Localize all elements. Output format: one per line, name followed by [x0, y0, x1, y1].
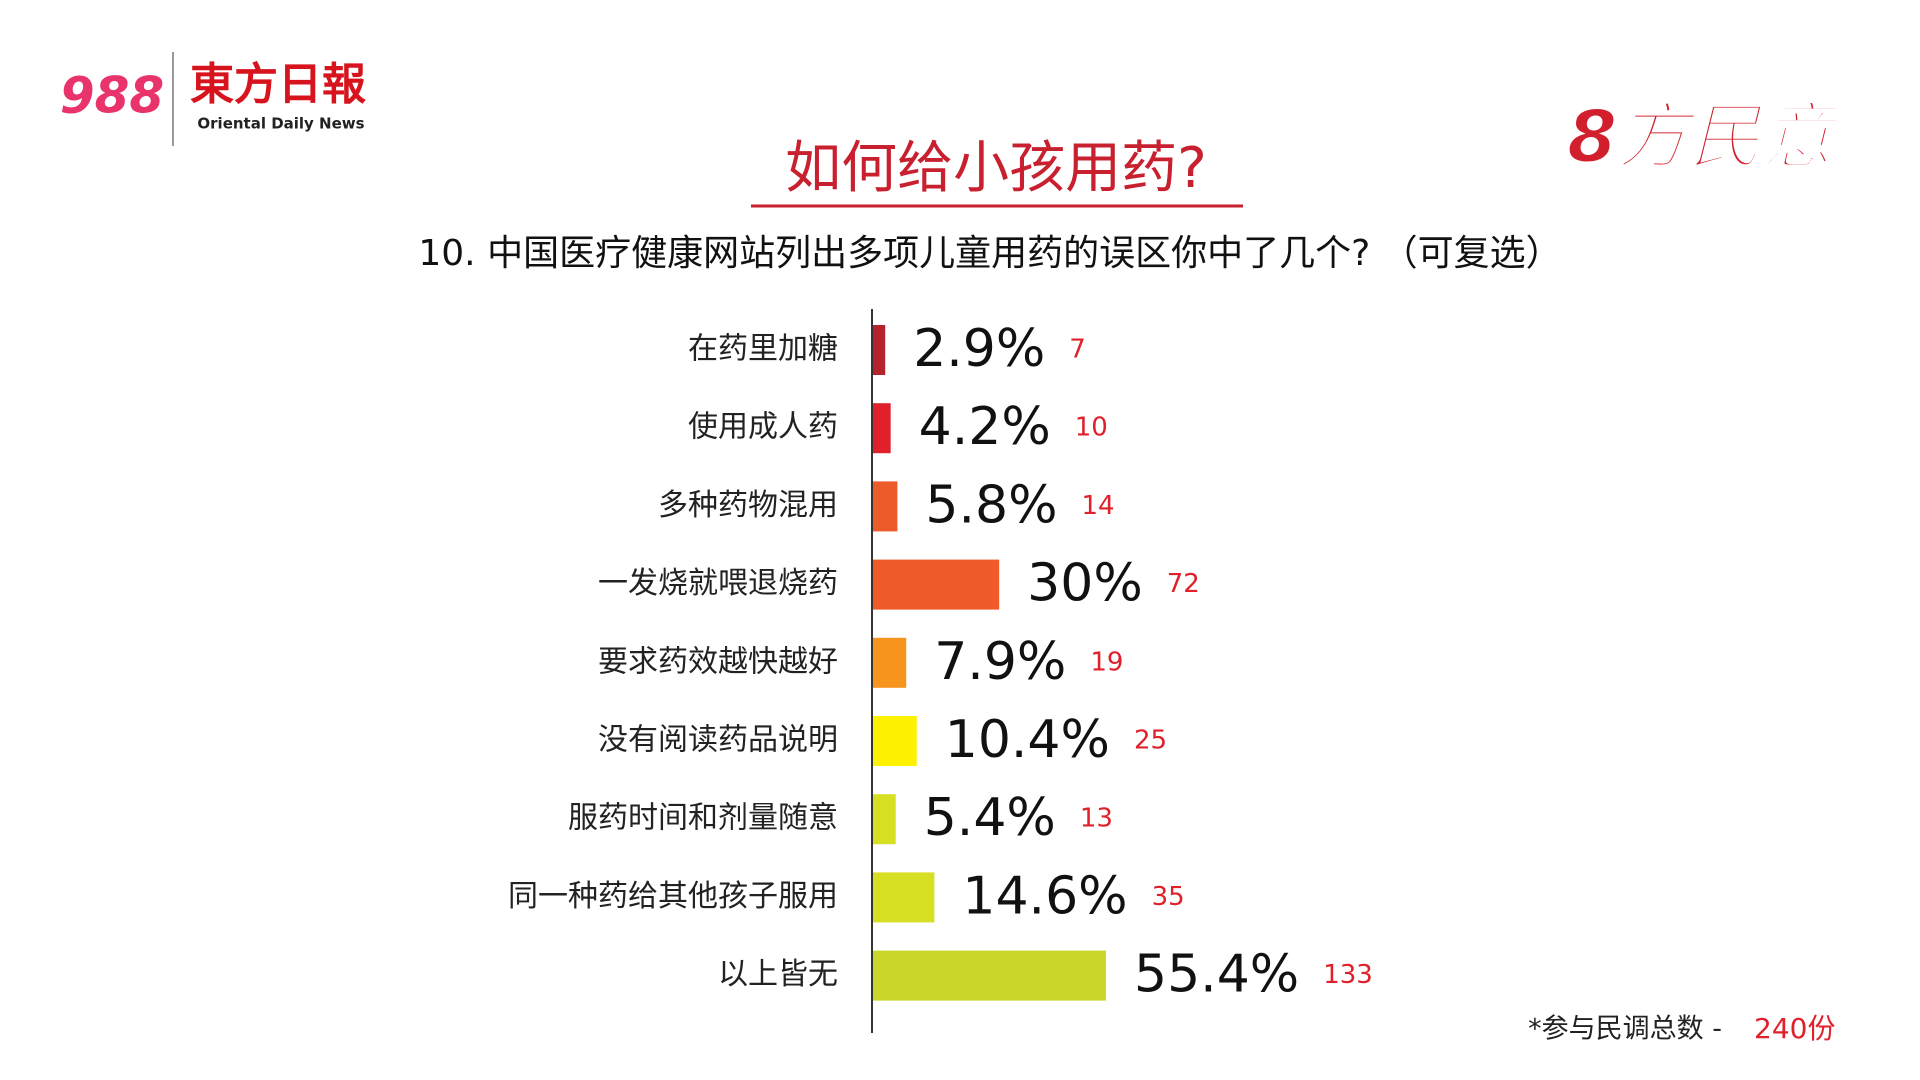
- category-label: 多种药物混用: [658, 488, 838, 523]
- brand-number: 988: [60, 67, 164, 125]
- badge: 8方民意: [1567, 95, 1841, 179]
- bar: [873, 950, 1106, 1001]
- chart-subtitle: 10. 中国医疗健康网站列出多项儿童用药的误区你中了几个? （可复选）: [418, 233, 1561, 274]
- brand-name: 東方日報: [190, 59, 366, 110]
- value-label: 55.4%: [1134, 945, 1299, 1005]
- count-label: 25: [1134, 726, 1167, 756]
- chart-title: 如何给小孩用药?: [785, 136, 1207, 201]
- count-label: 133: [1323, 960, 1373, 990]
- value-label: 10.4%: [945, 710, 1110, 770]
- bar: [873, 872, 935, 923]
- footnote-total: 240份: [1754, 1012, 1835, 1045]
- bar: [873, 716, 917, 766]
- count-label: 14: [1082, 491, 1115, 521]
- value-label: 4.2%: [919, 397, 1051, 457]
- count-label: 72: [1167, 569, 1200, 599]
- category-label: 在药里加糖: [688, 332, 838, 367]
- value-label: 30%: [1027, 554, 1143, 614]
- category-label: 以上皆无: [718, 957, 838, 992]
- category-label: 同一种药给其他孩子服用: [508, 879, 838, 914]
- category-label: 一发烧就喂退烧药: [598, 566, 838, 601]
- count-label: 7: [1069, 335, 1086, 365]
- value-label: 2.9%: [913, 319, 1045, 379]
- category-label: 使用成人药: [688, 410, 838, 445]
- value-label: 7.9%: [934, 632, 1066, 692]
- count-label: 10: [1075, 413, 1108, 443]
- category-label: 没有阅读药品说明: [598, 723, 838, 758]
- value-label: 14.6%: [962, 866, 1127, 926]
- bar: [873, 637, 907, 688]
- bar: [873, 481, 898, 532]
- footnote: *参与民调总数 -: [1528, 1014, 1722, 1045]
- bar: [873, 403, 891, 454]
- value-label: 5.4%: [924, 788, 1056, 848]
- count-label: 19: [1090, 647, 1123, 677]
- count-label: 35: [1152, 882, 1185, 912]
- count-label: 13: [1080, 804, 1113, 834]
- value-label: 5.8%: [925, 475, 1057, 535]
- bar: [873, 559, 1000, 610]
- bar: [873, 325, 886, 375]
- bar: [873, 794, 896, 845]
- category-label: 服药时间和剂量随意: [568, 801, 838, 836]
- brand-english: Oriental Daily News: [197, 115, 364, 133]
- category-label: 要求药效越快越好: [598, 644, 838, 679]
